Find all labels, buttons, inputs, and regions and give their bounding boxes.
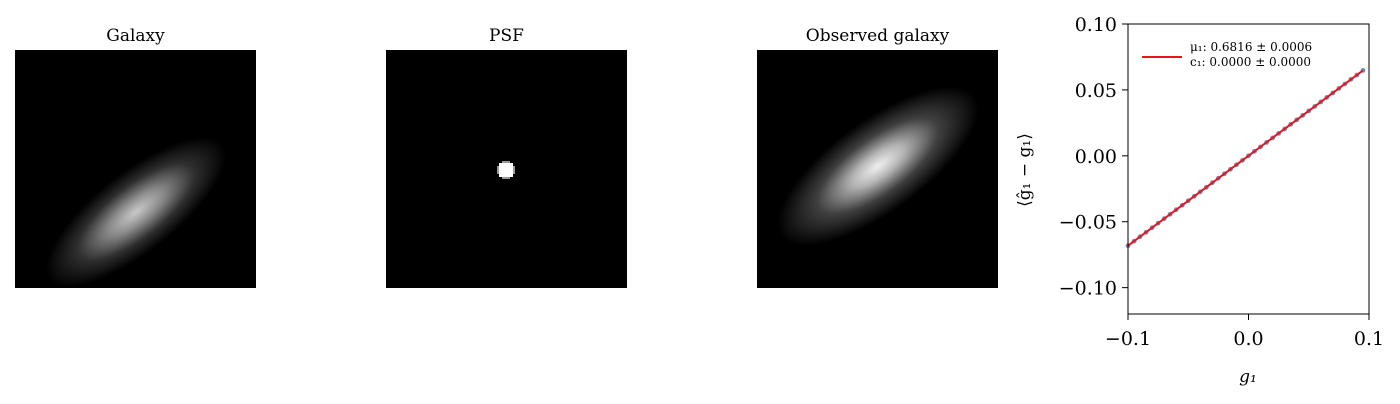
observed-title: Observed galaxy — [805, 26, 950, 46]
psf-image — [386, 50, 627, 288]
y-tick-label: 0.05 — [1075, 80, 1117, 102]
y-tick-label: −0.10 — [1059, 278, 1117, 300]
x-axis-label: g₁ — [1239, 367, 1257, 387]
x-tick-label: −0.1 — [1105, 328, 1151, 350]
shear-plot: −0.1 0.0 0.1 −0.10 −0.05 0.00 0.05 0.10 g₁ ⟨ĝ₁… — [1000, 0, 1400, 400]
galaxy-image-svg — [15, 50, 256, 288]
fit-line — [1127, 69, 1364, 247]
psf-star — [499, 163, 513, 177]
legend: μ₁: 0.6816 ± 0.0006 c₁: 0.0000 ± 0.0000 — [1142, 40, 1312, 69]
y-tick-label: −0.05 — [1059, 212, 1117, 234]
x-ticks: −0.1 0.0 0.1 — [1105, 314, 1384, 350]
galaxy-blob — [45, 137, 227, 287]
observed-panel: Observed galaxy — [742, 0, 1012, 300]
y-tick-label: 0.10 — [1075, 14, 1117, 36]
observed-blob — [777, 86, 979, 246]
y-ticks: −0.10 −0.05 0.00 0.05 0.10 — [1059, 14, 1128, 300]
x-tick-label: 0.1 — [1354, 328, 1384, 350]
legend-label-slope: μ₁: 0.6816 ± 0.0006 — [1190, 40, 1312, 54]
observed-image-svg — [757, 50, 998, 288]
y-axis-label: ⟨ĝ₁ − g₁⟩ — [1015, 133, 1035, 207]
galaxy-image — [15, 50, 256, 288]
psf-image-svg — [386, 50, 627, 288]
x-tick-label: 0.0 — [1233, 328, 1263, 350]
shear-plot-svg: −0.1 0.0 0.1 −0.10 −0.05 0.00 0.05 0.10 g₁ ⟨ĝ₁… — [1015, 14, 1384, 387]
psf-panel: PSF — [370, 0, 640, 300]
legend-label-intercept: c₁: 0.0000 ± 0.0000 — [1190, 55, 1311, 69]
galaxy-title: Galaxy — [106, 26, 165, 46]
observed-image — [757, 50, 998, 288]
psf-title: PSF — [489, 26, 524, 46]
y-tick-label: 0.00 — [1075, 146, 1117, 168]
galaxy-panel: Galaxy — [0, 0, 270, 300]
